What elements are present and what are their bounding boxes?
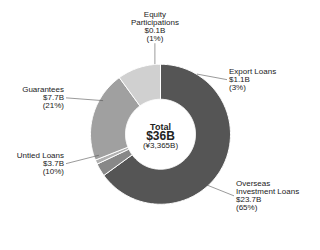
svg-text:(¥3,365B): (¥3,365B) <box>143 141 178 150</box>
svg-text:Export Loans$1.1B(3%): Export Loans$1.1B(3%) <box>229 67 276 92</box>
svg-text:OverseasInvestment Loans$23.7B: OverseasInvestment Loans$23.7B(65%) <box>236 179 299 212</box>
svg-text:Total: Total <box>150 122 171 133</box>
svg-text:Untied Loans$3.7B(10%): Untied Loans$3.7B(10%) <box>17 151 64 176</box>
svg-text:EquityParticipations$0.1B(1%): EquityParticipations$0.1B(1%) <box>131 10 179 43</box>
svg-text:$36B: $36B <box>146 129 175 144</box>
svg-text:Guarantees$7.7B(21%): Guarantees$7.7B(21%) <box>22 85 64 110</box>
